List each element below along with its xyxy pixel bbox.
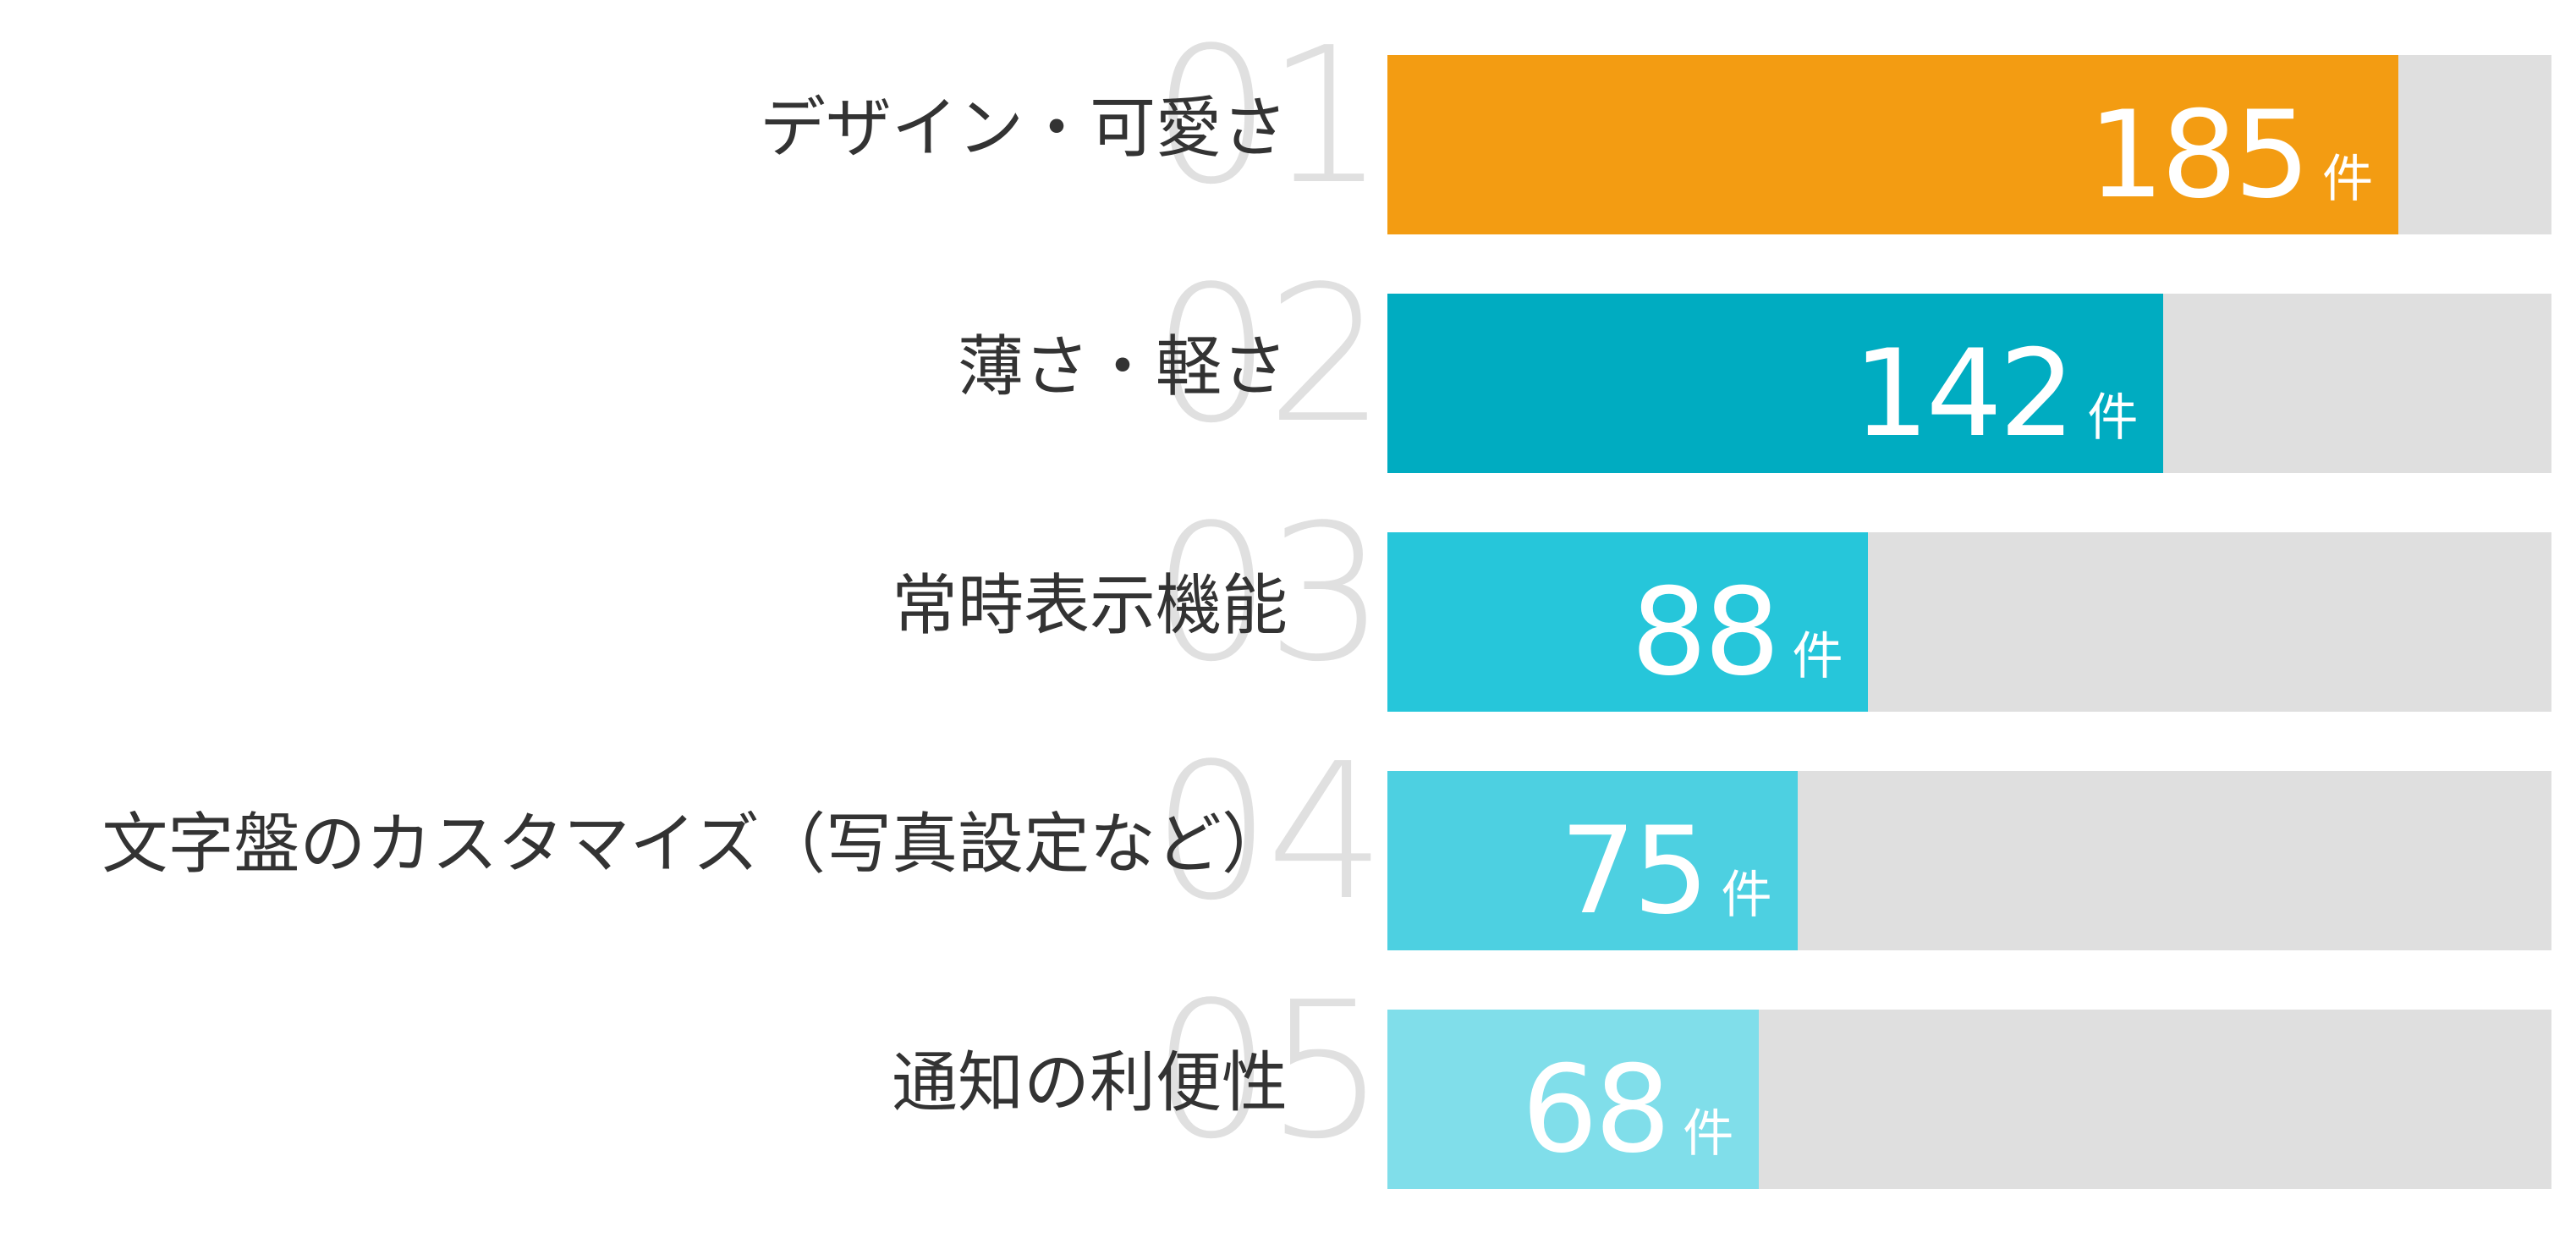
value-number: 75	[1559, 801, 1710, 941]
chart-row-3: 03 常時表示機能 88 件	[0, 500, 2576, 712]
value-label: 185 件	[2088, 96, 2373, 216]
value-label: 68 件	[1522, 1050, 1734, 1170]
bar-track: 68 件	[1387, 1010, 2551, 1189]
bar-fill: 185 件	[1387, 55, 2399, 234]
chart-row-2: 02 薄さ・軽さ 142 件	[0, 261, 2576, 473]
value-number: 68	[1521, 1040, 1672, 1180]
bar-fill: 68 件	[1387, 1010, 1760, 1189]
value-unit: 件	[2322, 150, 2374, 209]
bar-track: 75 件	[1387, 771, 2551, 950]
bar-track: 185 件	[1387, 55, 2551, 234]
value-number: 142	[1853, 324, 2075, 464]
category-label: デザイン・可愛さ	[759, 91, 1288, 167]
value-unit: 件	[2087, 388, 2139, 448]
bar-fill: 75 件	[1387, 771, 1798, 950]
rank-number: 02	[1151, 246, 1386, 465]
bar-fill: 88 件	[1387, 532, 1869, 712]
value-label: 142 件	[1853, 334, 2138, 454]
bar-track: 142 件	[1387, 294, 2551, 473]
value-unit: 件	[1683, 1104, 1734, 1164]
category-label: 通知の利便性	[891, 1045, 1288, 1121]
value-label: 88 件	[1631, 573, 1843, 693]
category-label: 文字盤のカスタマイズ（写真設定など）	[102, 806, 1288, 883]
rank-number: 05	[1151, 962, 1386, 1181]
value-number: 185	[2088, 85, 2310, 225]
category-label: 常時表示機能	[891, 568, 1288, 644]
rank-number: 03	[1151, 485, 1386, 703]
value-unit: 件	[1792, 627, 1843, 686]
bar-track: 88 件	[1387, 532, 2551, 712]
value-unit: 件	[1721, 866, 1772, 925]
chart-row-1: 01 デザイン・可愛さ 185 件	[0, 23, 2576, 234]
rank-number: 01	[1151, 8, 1386, 226]
value-number: 88	[1630, 563, 1781, 702]
rank-number: 04	[1151, 724, 1386, 942]
category-label: 薄さ・軽さ	[957, 329, 1288, 405]
value-label: 75 件	[1560, 812, 1772, 932]
chart-row-4: 04 文字盤のカスタマイズ（写真設定など） 75 件	[0, 739, 2576, 950]
bar-fill: 142 件	[1387, 294, 2164, 473]
chart-row-5: 05 通知の利便性 68 件	[0, 977, 2576, 1189]
